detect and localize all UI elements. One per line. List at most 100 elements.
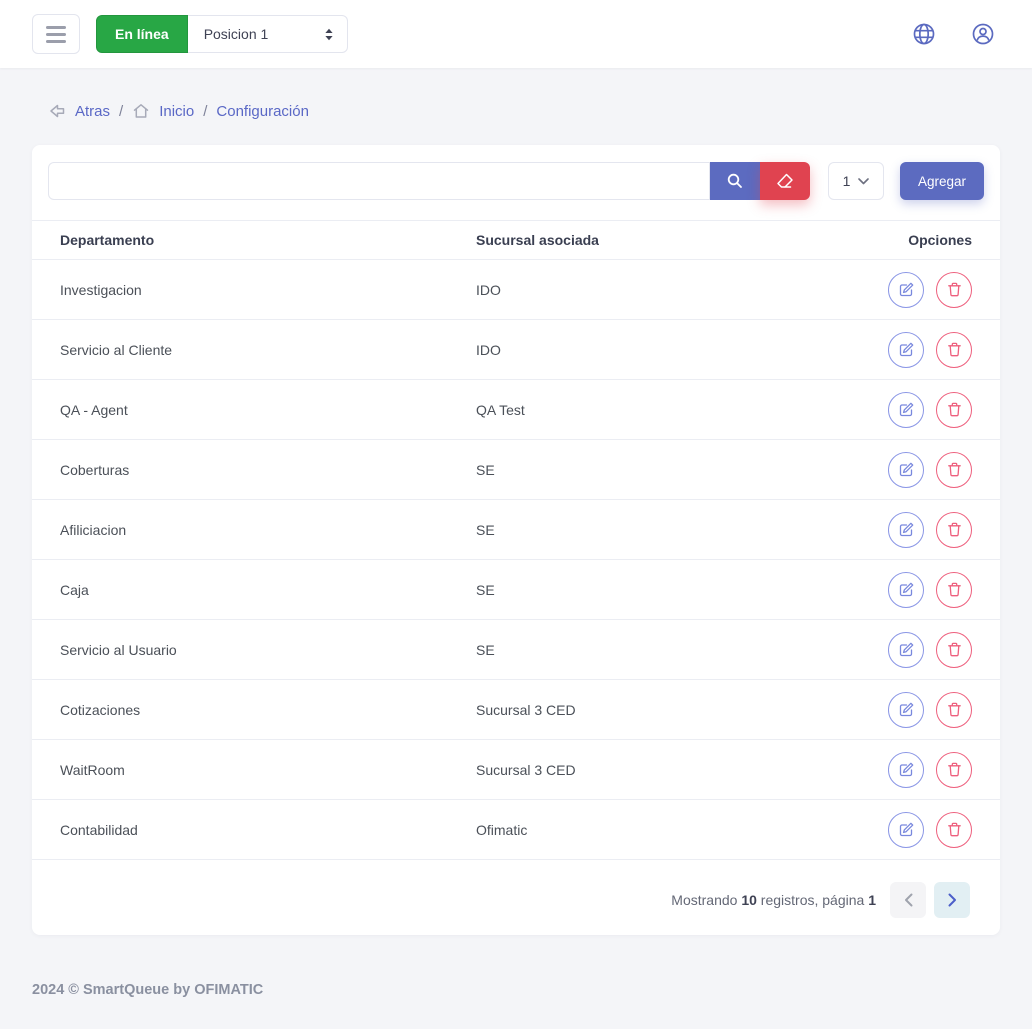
breadcrumb-separator: / (119, 102, 124, 120)
cell-departamento: Servicio al Usuario (32, 619, 476, 680)
edit-pencil-icon (899, 822, 913, 837)
edit-pencil-icon (899, 582, 913, 597)
trash-icon (947, 582, 961, 597)
cell-sucursal: IDO (476, 259, 832, 320)
table-row: Caja SE (32, 559, 1000, 620)
edit-button[interactable] (888, 691, 925, 728)
cell-departamento: Servicio al Cliente (32, 319, 476, 380)
trash-icon (947, 462, 961, 477)
position-select[interactable]: Posicion 1 (187, 15, 348, 53)
edit-button[interactable] (888, 451, 925, 488)
trash-icon (947, 762, 961, 777)
add-button[interactable]: Agregar (899, 162, 984, 200)
table-row: Coberturas SE (32, 439, 1000, 500)
cell-sucursal: Ofimatic (476, 799, 832, 860)
cell-actions (832, 439, 1000, 500)
page-select[interactable]: 1 (827, 162, 884, 200)
cell-actions (832, 319, 1000, 380)
edit-pencil-icon (899, 522, 913, 537)
delete-button[interactable] (936, 331, 972, 368)
breadcrumb-current-page[interactable]: Configuración (216, 102, 309, 120)
page-select-value: 1 (842, 173, 851, 189)
edit-pencil-icon (899, 342, 913, 357)
cell-actions (832, 679, 1000, 740)
home-icon (133, 104, 149, 118)
edit-button[interactable] (888, 751, 925, 788)
table-row: Contabilidad Ofimatic (32, 799, 1000, 860)
records-summary: Mostrando 10 registros, página 1 (671, 892, 876, 908)
cell-departamento: Cotizaciones (32, 679, 476, 740)
delete-button[interactable] (936, 451, 972, 488)
search-group (48, 162, 810, 200)
cell-departamento: Investigacion (32, 259, 476, 320)
column-header-sucursal: Sucursal asociada (476, 220, 832, 260)
edit-pencil-icon (899, 702, 913, 717)
cell-departamento: QA - Agent (32, 379, 476, 440)
globe-icon[interactable] (911, 21, 937, 47)
delete-button[interactable] (936, 271, 972, 308)
user-account-icon[interactable] (970, 21, 996, 47)
cell-departamento: WaitRoom (32, 739, 476, 800)
eraser-icon (777, 173, 794, 188)
table-toolbar: 1 Agregar (32, 145, 1000, 220)
trash-icon (947, 522, 961, 537)
delete-button[interactable] (936, 631, 972, 668)
copyright-text: 2024 © SmartQueue by OFIMATIC (32, 982, 264, 998)
cell-sucursal: QA Test (476, 379, 832, 440)
records-count: 10 (741, 892, 757, 908)
cell-actions (832, 559, 1000, 620)
edit-pencil-icon (899, 762, 913, 777)
trash-icon (947, 822, 961, 837)
back-arrow-icon (50, 104, 65, 118)
hamburger-icon (46, 25, 66, 29)
cell-actions (832, 499, 1000, 560)
online-status-badge[interactable]: En línea (96, 15, 188, 53)
previous-page-button[interactable] (890, 882, 926, 918)
cell-actions (832, 799, 1000, 860)
delete-button[interactable] (936, 811, 972, 848)
edit-button[interactable] (888, 571, 925, 608)
search-icon (727, 173, 742, 188)
menu-toggle-button[interactable] (32, 14, 80, 54)
table-row: QA - Agent QA Test (32, 379, 1000, 440)
cell-actions (832, 619, 1000, 680)
next-page-button[interactable] (934, 882, 970, 918)
departments-table: Departamento Sucursal asociada Opciones … (32, 220, 1000, 860)
online-status-label: En línea (115, 26, 169, 42)
delete-button[interactable] (936, 511, 972, 548)
table-row: Investigacion IDO (32, 259, 1000, 320)
table-row: Servicio al Usuario SE (32, 619, 1000, 680)
trash-icon (947, 402, 961, 417)
breadcrumb-back-link[interactable]: Atras (75, 102, 111, 120)
cell-actions (832, 379, 1000, 440)
search-input[interactable] (48, 162, 710, 200)
delete-button[interactable] (936, 571, 972, 608)
breadcrumb-home-link[interactable]: Inicio (159, 102, 195, 120)
content-card: 1 Agregar Departamento Sucursal asociada… (32, 145, 1000, 935)
edit-button[interactable] (888, 391, 925, 428)
breadcrumb-separator: / (203, 102, 208, 120)
cell-sucursal: Sucursal 3 CED (476, 679, 832, 740)
edit-pencil-icon (899, 402, 913, 417)
sort-arrows-icon (325, 28, 333, 40)
cell-departamento: Caja (32, 559, 476, 620)
edit-button[interactable] (888, 811, 925, 848)
table-row: Servicio al Cliente IDO (32, 319, 1000, 380)
edit-button[interactable] (888, 331, 925, 368)
edit-button[interactable] (888, 631, 925, 668)
edit-pencil-icon (899, 462, 913, 477)
edit-button[interactable] (888, 271, 925, 308)
topbar: En línea Posicion 1 (0, 0, 1032, 68)
trash-icon (947, 702, 961, 717)
delete-button[interactable] (936, 691, 972, 728)
cell-sucursal: Sucursal 3 CED (476, 739, 832, 800)
delete-button[interactable] (936, 751, 972, 788)
delete-button[interactable] (936, 391, 972, 428)
cell-actions (832, 259, 1000, 320)
search-button[interactable] (709, 162, 760, 200)
edit-button[interactable] (888, 511, 925, 548)
trash-icon (947, 642, 961, 657)
trash-icon (947, 342, 961, 357)
status-group: En línea Posicion 1 (96, 15, 348, 53)
clear-search-button[interactable] (759, 162, 810, 200)
